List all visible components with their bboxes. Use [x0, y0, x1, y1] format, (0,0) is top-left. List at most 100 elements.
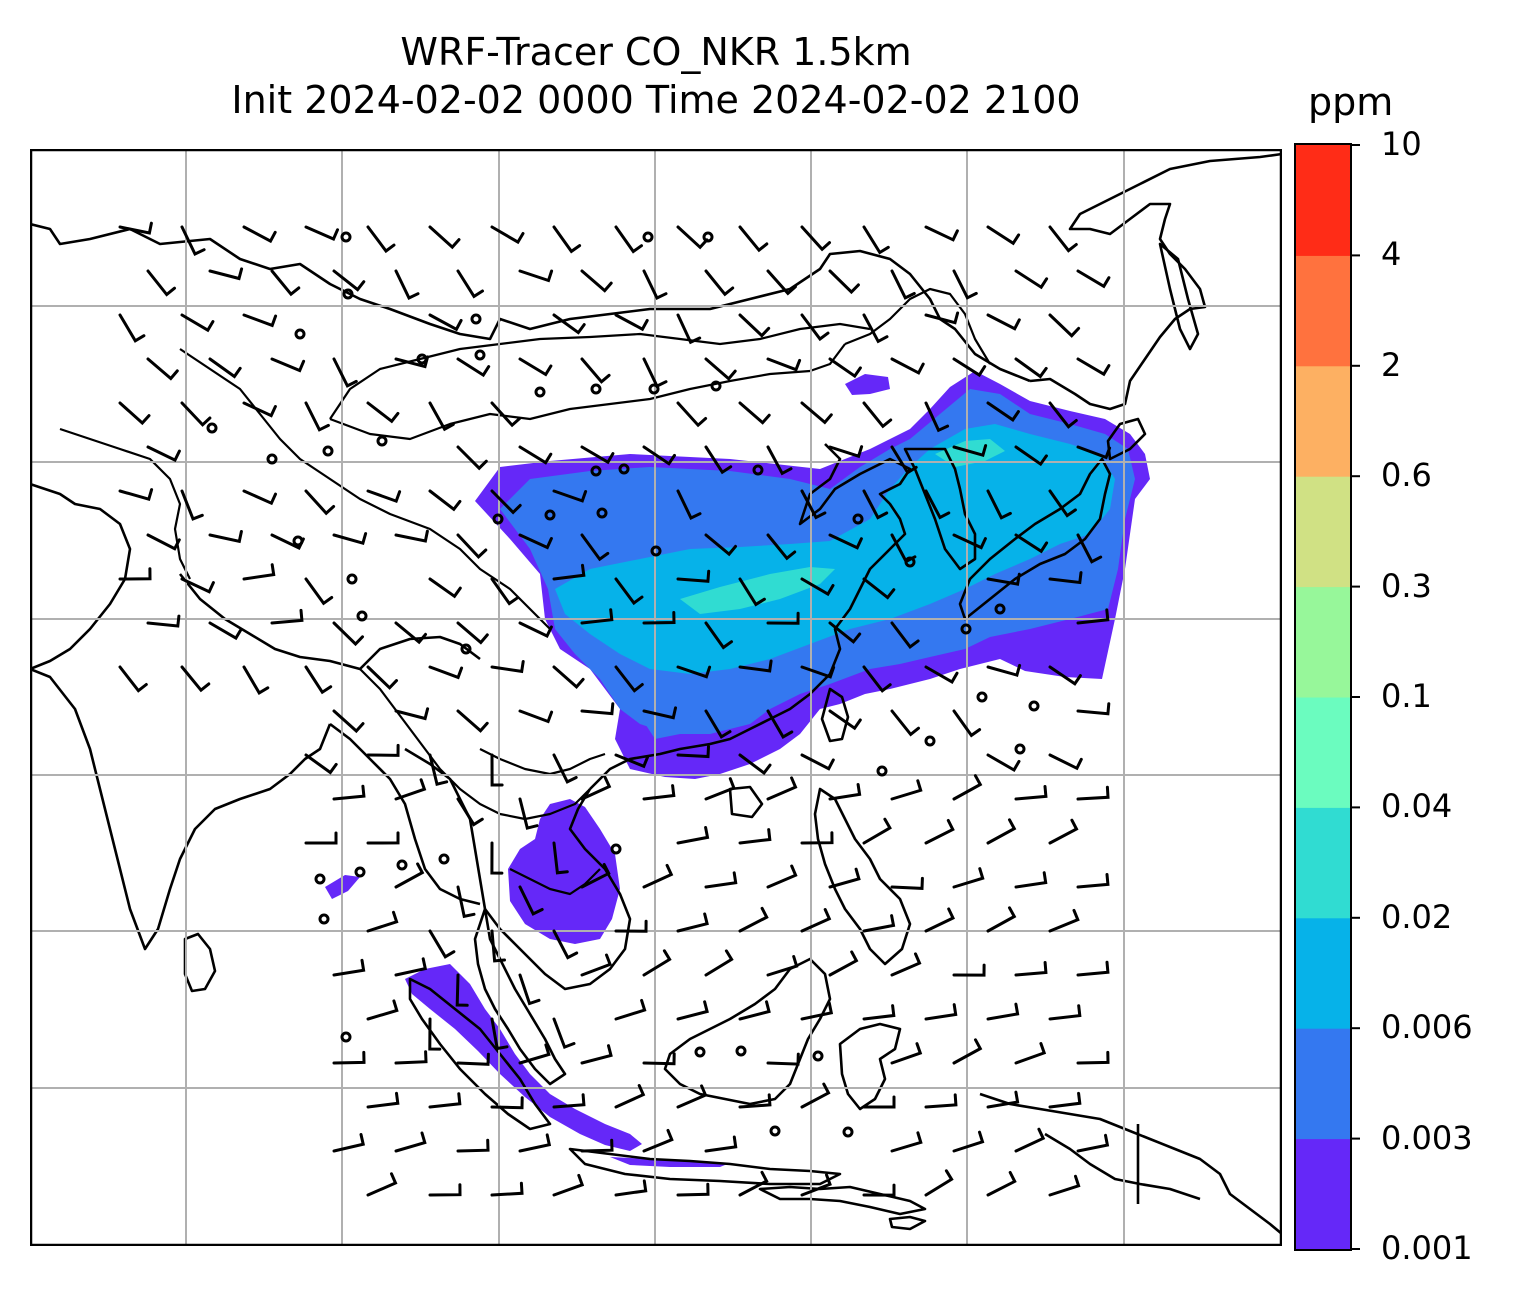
wind-barb [456, 1052, 490, 1066]
wind-barb [208, 357, 242, 379]
wind-barb [800, 753, 835, 771]
wind-barb [924, 401, 950, 433]
calm-wind-marker [812, 1050, 824, 1062]
calm-wind-marker [534, 386, 546, 398]
calm-wind-marker [460, 643, 472, 655]
wind-barb [704, 357, 737, 381]
wind-barb [304, 753, 338, 775]
wind-barb [738, 659, 773, 673]
colorbar-segment [1295, 365, 1351, 477]
wind-barb [704, 533, 737, 557]
wind-barb [890, 533, 917, 564]
wind-barb [1048, 571, 1083, 585]
coast-hokkaido [1106, 417, 1147, 461]
coast-taiwan [820, 687, 850, 743]
wind-barb [118, 313, 146, 343]
wind-barb [766, 955, 799, 977]
wind-barb [518, 357, 553, 377]
colorbar-tick-label: 0.1 [1381, 677, 1432, 715]
wind-barb [490, 660, 525, 674]
wind-barb [952, 774, 983, 801]
wind-barb [614, 919, 648, 933]
wind-barb [676, 401, 708, 428]
wind-barb [766, 445, 793, 476]
calm-wind-marker [642, 231, 654, 243]
wind-barb [986, 906, 1017, 933]
coast-java [568, 1147, 842, 1186]
wind-barb [766, 611, 800, 625]
wind-barb [862, 489, 889, 520]
wind-barb [180, 665, 211, 693]
wind-barb [766, 864, 798, 889]
wind-barb [366, 225, 396, 254]
wind-barb [952, 963, 986, 977]
plume-level-4-a [680, 567, 835, 614]
wind-barb [952, 709, 982, 738]
coast-sakhalin [1158, 242, 1200, 351]
wind-barb [862, 313, 889, 344]
colorbar-segment [1295, 807, 1351, 919]
wind-barb [642, 784, 676, 801]
wind-barb [552, 225, 582, 254]
colorbar-segment [1295, 697, 1351, 808]
wind-barb [924, 1093, 958, 1109]
wind-barb [1048, 908, 1080, 933]
wind-barb [1076, 1133, 1110, 1153]
wind-barb [828, 621, 862, 644]
calm-wind-marker [694, 1046, 706, 1058]
wind-barb [986, 818, 1017, 845]
coast-timor [888, 1215, 927, 1231]
wind-barb [118, 665, 148, 693]
wind-barb [924, 1003, 958, 1021]
coast-japan-honshu [958, 457, 1112, 621]
wind-barb [580, 1044, 613, 1065]
wind-barb [1048, 489, 1077, 518]
calm-wind-marker [590, 383, 602, 395]
wind-barb [986, 1090, 1020, 1109]
wind-barb [986, 489, 1012, 520]
wind-barb [304, 665, 333, 695]
wind-barb [1048, 753, 1083, 771]
coast-india [30, 667, 332, 951]
wind-barb [580, 269, 613, 293]
wind-barb [552, 753, 578, 784]
wind-barb [1048, 225, 1078, 253]
wind-barb [800, 225, 831, 252]
calm-wind-marker [648, 383, 660, 395]
wind-barb [580, 863, 611, 889]
wind-barb [394, 957, 428, 977]
calm-wind-marker [314, 873, 326, 885]
wind-barb [428, 1017, 442, 1051]
wind-barb [456, 797, 484, 827]
wind-barb [986, 1171, 1017, 1197]
wind-barb [890, 1131, 923, 1153]
wind-barb [1014, 961, 1048, 977]
wind-barb [332, 1133, 365, 1153]
calm-wind-marker [396, 859, 408, 871]
wind-barb [862, 1095, 896, 1109]
wind-barb [366, 665, 398, 690]
wind-barb [738, 753, 772, 776]
colorbar-tick-label: 0.04 [1381, 787, 1453, 826]
wind-barb [242, 563, 276, 581]
calm-wind-marker [960, 623, 972, 635]
wind-barb [270, 269, 301, 297]
wind-barb [1014, 269, 1049, 290]
calm-wind-marker [610, 843, 622, 855]
wind-barb [552, 665, 585, 690]
wind-barb [490, 1096, 524, 1110]
wind-barb [366, 831, 400, 845]
calm-wind-marker [354, 866, 366, 878]
wind-barb [800, 831, 834, 845]
wind-barb [738, 828, 772, 845]
wind-barb [1076, 785, 1110, 801]
wind-barb [552, 563, 586, 581]
border-myanmar [359, 668, 591, 821]
wind-barb [146, 614, 181, 628]
wind-barb [580, 608, 614, 625]
wind-barb [766, 269, 797, 296]
wind-barb [828, 445, 864, 459]
wind-barb [800, 313, 830, 342]
wind-barb [952, 533, 987, 550]
colorbar-tick-label: 4 [1381, 235, 1402, 274]
